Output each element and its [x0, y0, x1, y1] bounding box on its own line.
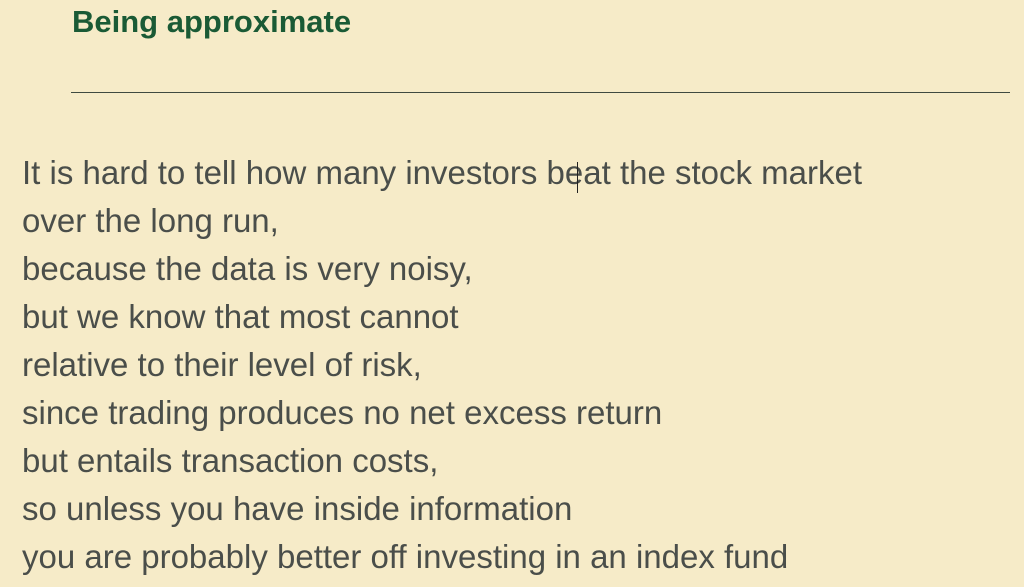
body-line: over the long run,: [22, 202, 279, 239]
text-cursor: [577, 162, 578, 193]
body-line: It is hard to tell how many investors be…: [22, 154, 863, 191]
slide-title: Being approximate: [72, 4, 352, 39]
body-line: since trading produces no net excess ret…: [22, 394, 663, 431]
body-line: relative to their level of risk,: [22, 346, 422, 383]
body-line: because the data is very noisy,: [22, 250, 473, 287]
body-line: but entails transaction costs,: [22, 442, 439, 479]
slide-body: It is hard to tell how many investors be…: [22, 149, 862, 581]
body-line: you are probably better off investing in…: [22, 538, 789, 575]
title-divider: [71, 92, 1010, 93]
body-line: so unless you have inside information: [22, 490, 573, 527]
body-line: but we know that most cannot: [22, 298, 459, 335]
